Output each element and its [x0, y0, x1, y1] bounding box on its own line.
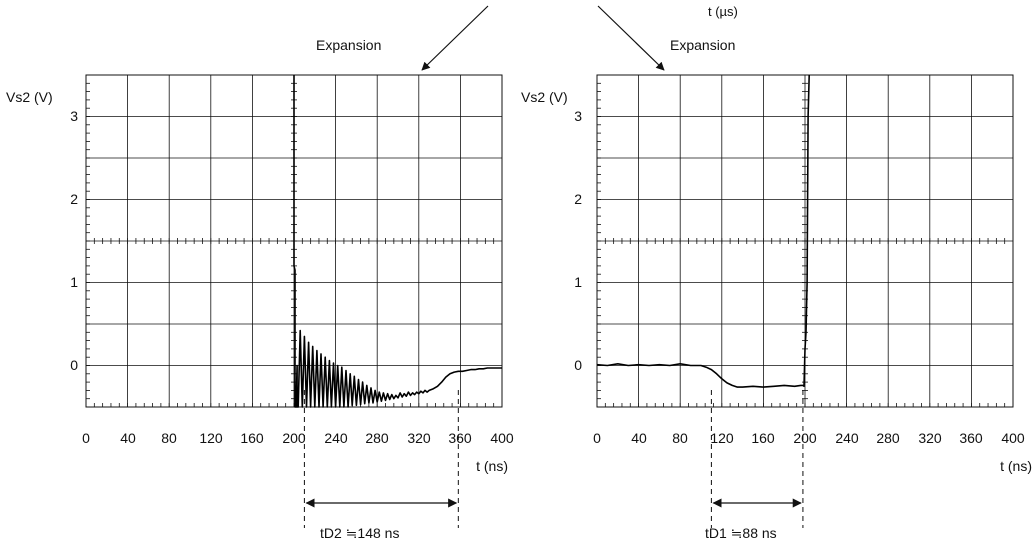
x-tick-label-7-left: 280 — [365, 430, 389, 446]
x-tick-label-4-right: 160 — [751, 430, 775, 446]
y-tick-label-0-right: 0 — [574, 357, 582, 373]
waveform-right — [596, 74, 810, 388]
y-tick-label-3-right: 3 — [574, 108, 582, 124]
top-unit-label: t (µs) — [708, 4, 738, 19]
y-tick-label-2-left: 2 — [70, 191, 78, 207]
y-axis-title-left: Vs2 (V) — [6, 89, 53, 105]
x-tick-label-6-right: 240 — [835, 430, 859, 446]
x-tick-label-2-right: 80 — [672, 430, 688, 446]
x-tick-label-3-left: 120 — [199, 430, 223, 446]
x-tick-label-3-right: 120 — [710, 430, 734, 446]
waveform-left — [293, 75, 502, 408]
x-tick-label-2-left: 80 — [161, 430, 177, 446]
y-axis-title-right: Vs2 (V) — [521, 89, 568, 105]
expansion-arrow-right — [597, 5, 665, 71]
y-tick-label-1-right: 1 — [574, 274, 582, 290]
x-tick-label-8-left: 320 — [407, 430, 431, 446]
x-tick-label-1-right: 40 — [631, 430, 647, 446]
x-tick-label-0-right: 0 — [593, 430, 601, 446]
delay-label-left: tD2 ≒148 ns — [320, 525, 399, 541]
waveform-trace-right — [596, 74, 810, 388]
delay-markers-right — [710, 390, 804, 528]
annotation-right: Expansion — [670, 37, 735, 53]
waveform-trace-left — [293, 75, 502, 408]
y-tick-label-3-left: 3 — [70, 108, 78, 124]
plot-frame-right — [596, 74, 1014, 408]
x-axis-title-left: t (ns) — [476, 458, 508, 474]
x-tick-label-1-left: 40 — [120, 430, 136, 446]
x-tick-label-0-left: 0 — [82, 430, 90, 446]
delay-markers-left — [303, 390, 459, 528]
x-tick-label-10-right: 400 — [1001, 430, 1025, 446]
y-tick-label-0-left: 0 — [70, 357, 78, 373]
x-tick-label-9-right: 360 — [959, 430, 983, 446]
x-tick-label-8-right: 320 — [918, 430, 942, 446]
x-tick-label-9-left: 360 — [448, 430, 472, 446]
x-tick-label-5-right: 200 — [793, 430, 817, 446]
delay-label-right: tD1 ≒88 ns — [705, 525, 777, 541]
x-axis-title-right: t (ns) — [1000, 458, 1032, 474]
x-tick-label-4-left: 160 — [240, 430, 264, 446]
annotation-left: Expansion — [316, 37, 381, 53]
y-tick-label-1-left: 1 — [70, 274, 78, 290]
y-tick-label-2-right: 2 — [574, 191, 582, 207]
expansion-arrow-left — [421, 5, 489, 71]
x-tick-label-5-left: 200 — [282, 430, 306, 446]
x-tick-label-7-right: 280 — [876, 430, 900, 446]
x-tick-label-6-left: 240 — [324, 430, 348, 446]
x-tick-label-10-left: 400 — [490, 430, 514, 446]
